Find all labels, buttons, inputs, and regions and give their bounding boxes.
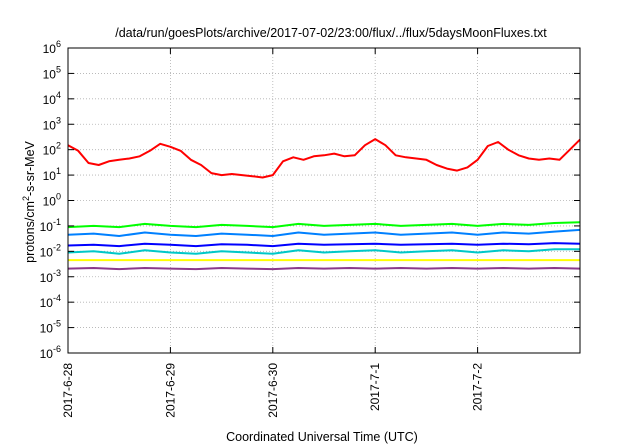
y-tick-label-exponent: -6 [53,344,61,354]
y-tick-label-base: 10 [40,245,54,259]
y-tick-label: 10-3 [40,268,61,285]
series-line [67,242,581,248]
axis-ticks [67,47,580,354]
y-tick-label-exponent: -5 [53,319,61,329]
y-tick-label-exponent: 2 [56,141,61,151]
y-tick-label-base: 10 [43,118,57,132]
series-line [67,248,580,255]
x-tick-labels: 2017-6-28 2017-6-29 2017-6-30 2017-7-1 2017-… [61,363,485,418]
x-tick-label: 2017-7-2 [471,363,485,411]
y-tick-label-base: 10 [43,67,57,81]
x-tick-label: 2017-6-30 [266,363,280,418]
y-tick-label-exponent: -3 [53,268,61,278]
y-tick-label-exponent: 6 [56,39,61,49]
series-group [67,138,581,271]
y-tick-labels: 10-610-510-410-310-210-11001011021031041… [40,39,61,361]
y-tick-label: 10-6 [40,344,61,361]
y-axis-label: protons/cm2-s-sr-MeV [21,140,37,262]
y-tick-label-exponent: 5 [56,64,61,74]
y-axis-label-sup: 2 [21,196,31,201]
y-axis-label-rest: -s-sr-MeV [23,140,37,196]
x-tick-label: 2017-6-29 [163,363,177,418]
chart-title: /data/run/goesPlots/archive/2017-07-02/2… [115,26,547,40]
y-tick-label-base: 10 [40,220,54,234]
y-tick-label-exponent: 1 [56,166,61,176]
y-tick-label-base: 10 [43,144,57,158]
y-tick-label-exponent: 3 [56,115,61,125]
y-tick-label: 104 [43,90,61,107]
y-tick-label: 103 [43,115,61,132]
y-tick-label-base: 10 [43,195,57,209]
series-line [67,138,581,179]
grid [67,48,580,353]
y-tick-label: 10-5 [40,319,61,336]
y-tick-label: 105 [43,64,61,81]
series-line [67,228,581,237]
y-tick-label: 100 [43,192,61,209]
series-line [67,267,581,271]
y-tick-label: 102 [43,141,61,158]
y-tick-label-exponent: -1 [53,217,61,227]
y-tick-label-base: 10 [40,271,54,285]
y-tick-label-base: 10 [43,169,57,183]
y-tick-label-exponent: -4 [53,293,61,303]
y-tick-label-exponent: 4 [56,90,61,100]
y-tick-label-exponent: 0 [56,192,61,202]
y-tick-label-base: 10 [40,322,54,336]
y-tick-label-base: 10 [40,296,54,310]
x-tick-label: 2017-6-28 [61,363,75,418]
series-line [67,221,581,229]
y-tick-label: 10-1 [40,217,61,234]
x-tick-label: 2017-7-1 [368,363,382,411]
x-axis-label: Coordinated Universal Time (UTC) [226,430,418,444]
y-tick-label-base: 10 [43,42,57,56]
y-tick-label: 10-2 [40,242,61,259]
y-tick-label: 106 [43,39,61,56]
y-tick-label-base: 10 [40,347,54,361]
y-tick-label: 10-4 [40,293,61,310]
y-tick-label-base: 10 [43,93,57,107]
y-tick-label-exponent: -2 [53,242,61,252]
y-tick-label: 101 [43,166,61,183]
y-axis-label-base: protons/cm [23,201,37,263]
